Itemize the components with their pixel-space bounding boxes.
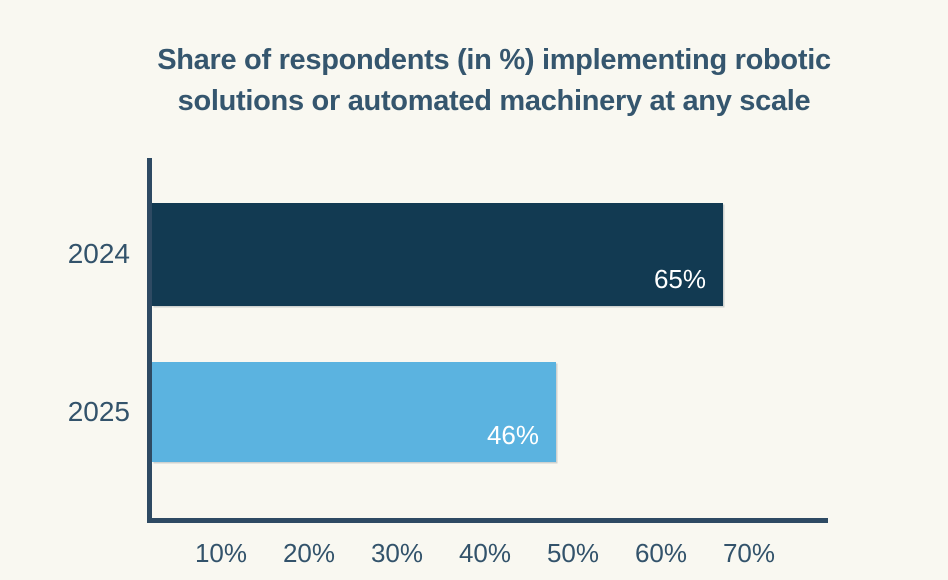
category-label-2025: 2025 bbox=[67, 396, 130, 427]
x-axis-tick-60: 60% bbox=[634, 538, 688, 568]
x-axis-tick-70: 70% bbox=[722, 538, 776, 568]
chart-title-line2: solutions or automated machinery at any … bbox=[177, 85, 811, 117]
y-axis-line bbox=[147, 158, 152, 523]
chart-title-line1: Share of respondents (in %) implementing… bbox=[157, 44, 831, 76]
x-axis-tick-10: 10% bbox=[194, 538, 248, 568]
x-axis-tick-30: 30% bbox=[370, 538, 424, 568]
x-axis-tick-20: 20% bbox=[282, 538, 336, 568]
x-axis-tick-50: 50% bbox=[546, 538, 600, 568]
x-axis-tick-40: 40% bbox=[458, 538, 512, 568]
bar-value-label-2024: 65% bbox=[653, 264, 706, 294]
bar-value-label-2025: 46% bbox=[486, 420, 539, 450]
bar-2025: 46% bbox=[152, 362, 556, 462]
category-label-2024: 2024 bbox=[67, 238, 130, 269]
chart-title: Share of respondents (in %) implementing… bbox=[40, 40, 948, 122]
bar-2024: 65% bbox=[152, 203, 723, 306]
x-axis-line bbox=[147, 518, 828, 523]
